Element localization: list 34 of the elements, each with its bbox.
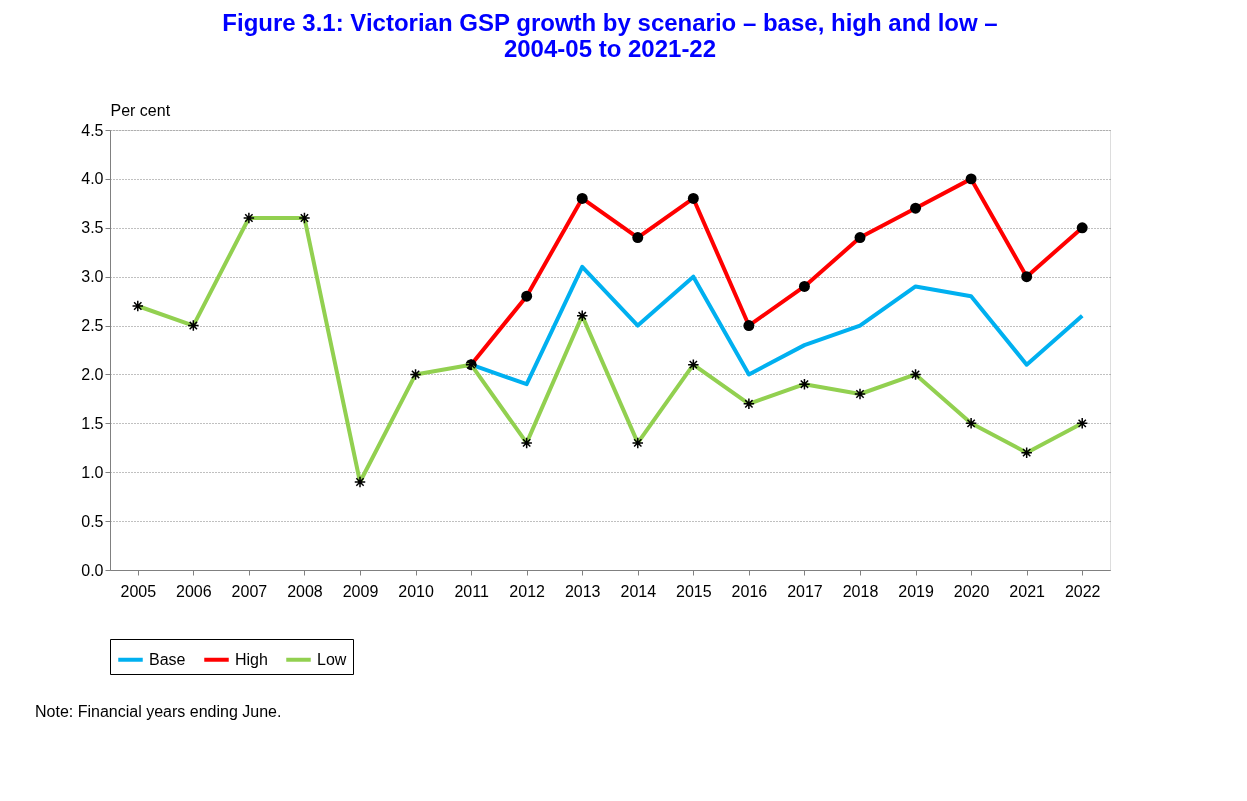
x-tick-label: 2018 — [842, 582, 879, 600]
x-tick-label: 2008 — [287, 582, 323, 600]
y-tick-label: 2.5 — [81, 317, 104, 335]
y-tick-label: 4.0 — [81, 170, 104, 188]
y-tick-label: 1.5 — [81, 414, 104, 432]
y-tick-label: 2.0 — [81, 365, 104, 383]
y-tick-label: 4.5 — [81, 121, 104, 139]
text: Note: Financial years ending June. — [35, 703, 282, 720]
y-tick-label: 3.0 — [81, 268, 104, 286]
x-tick-label: 2009 — [342, 582, 379, 600]
y-tick-label: 3.5 — [81, 219, 104, 237]
x-tick-label: 2016 — [731, 582, 768, 600]
x-tick-label: 2010 — [398, 582, 434, 600]
legend-label: Base — [149, 650, 186, 668]
x-tick-label: 2019 — [898, 582, 934, 600]
x-tick-label: 2012 — [509, 582, 546, 600]
x-tick-label: 2014 — [620, 582, 657, 600]
x-tick-label: 2007 — [231, 582, 268, 600]
x-tick-label: 2020 — [953, 582, 990, 600]
y-tick-label: 0.0 — [81, 561, 104, 579]
x-tick-label: 2017 — [787, 582, 823, 600]
x-tick-label: 2022 — [1064, 582, 1101, 600]
y-tick-label: 1.0 — [81, 463, 104, 481]
y-tick-label: 0.5 — [81, 512, 104, 530]
chart-title: Figure 3.1: Victorian GSP growth by scenario – base, high and low – 2004-05 to 2021-22 — [222, 9, 998, 62]
x-tick-label: 2013 — [564, 582, 601, 600]
x-tick-label: 2021 — [1009, 582, 1046, 600]
y-axis-title: Per cent — [110, 101, 171, 119]
x-tick-label: 2011 — [454, 582, 489, 600]
legend-label: Low — [317, 650, 347, 668]
x-tick-label: 2006 — [176, 582, 212, 600]
x-tick-label: 2005 — [120, 582, 157, 600]
x-tick-label: 2015 — [676, 582, 712, 600]
legend-label: High — [235, 650, 268, 668]
